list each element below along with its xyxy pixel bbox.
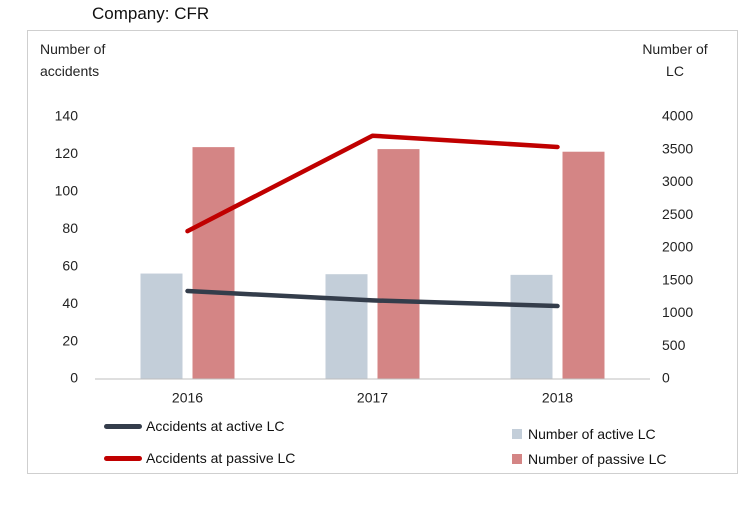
- left-tick-label: 80: [62, 220, 78, 236]
- x-tick-label: 2017: [357, 390, 388, 406]
- left-tick-label: 20: [62, 332, 78, 348]
- right-tick-label: 1500: [662, 271, 693, 287]
- legend-swatch-accidents-active: [104, 423, 142, 429]
- bar-passive-lc: [562, 151, 605, 379]
- right-axis-label: Number of LC: [642, 41, 708, 79]
- line-accidents-active: [185, 288, 560, 309]
- right-tick-label: 500: [662, 337, 686, 353]
- legend-swatch-accidents-passive: [104, 455, 142, 461]
- bar-active-lc: [140, 273, 183, 379]
- legend-item-active-lc: Number of active LC: [512, 426, 656, 442]
- legend-item-accidents-passive: Accidents at passive LC: [104, 450, 295, 466]
- right-tick-label: 3500: [662, 140, 693, 156]
- left-tick-label: 0: [70, 370, 78, 386]
- legend-label-passive-lc: Number of passive LC: [528, 451, 667, 467]
- left-tick-label: 40: [62, 295, 78, 311]
- bar-passive-lc: [377, 149, 420, 379]
- legend-item-accidents-active: Accidents at active LC: [104, 418, 285, 434]
- chart-title: Company: CFR: [92, 4, 210, 23]
- left-tick-label: 120: [55, 145, 79, 161]
- x-tick-label: 2016: [172, 390, 203, 406]
- right-tick-label: 2000: [662, 239, 693, 255]
- legend-item-passive-lc: Number of passive LC: [512, 451, 667, 467]
- left-tick-label: 60: [62, 257, 78, 273]
- legend-swatch-passive-lc: [512, 454, 522, 464]
- line-accidents-passive: [185, 133, 560, 234]
- left-tick-label: 100: [55, 183, 79, 199]
- legend-label-accidents-passive: Accidents at passive LC: [146, 450, 296, 466]
- right-tick-label: 3000: [662, 173, 693, 189]
- left-axis-label: Number of accidents: [40, 41, 106, 79]
- bar-active-lc: [325, 274, 368, 379]
- bar-passive-lc: [192, 147, 235, 379]
- right-tick-label: 2500: [662, 206, 693, 222]
- bar-active-lc: [510, 274, 553, 379]
- legend-swatch-active-lc: [512, 429, 522, 439]
- right-tick-label: 1000: [662, 304, 693, 320]
- right-tick-label: 0: [662, 370, 670, 386]
- legend-label-accidents-active: Accidents at active LC: [146, 418, 285, 434]
- left-tick-label: 140: [55, 108, 79, 124]
- x-tick-label: 2018: [542, 390, 573, 406]
- legend-label-active-lc: Number of active LC: [528, 426, 656, 442]
- right-tick-label: 4000: [662, 108, 693, 124]
